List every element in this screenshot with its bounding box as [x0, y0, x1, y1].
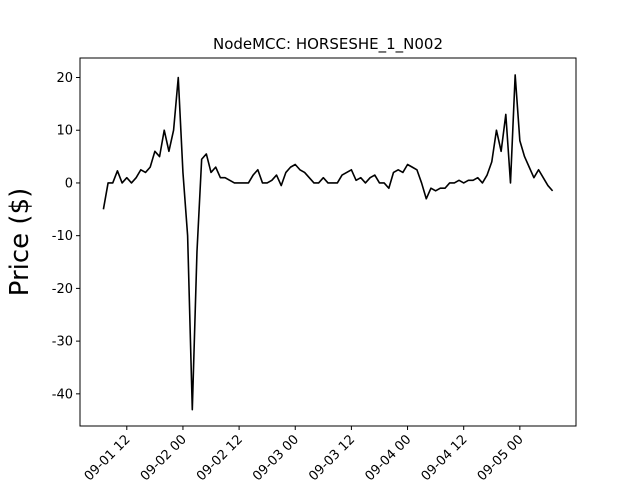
x-tick-label: 09-03 12: [306, 432, 358, 480]
y-tick-label: -30: [52, 335, 73, 350]
x-tick-label: 09-03 00: [250, 432, 302, 480]
y-tick-label: -40: [52, 387, 73, 402]
x-tick-label: 09-05 00: [475, 432, 527, 480]
y-axis-label: Price ($): [5, 188, 35, 297]
price-line: [102, 74, 554, 411]
x-tick-label: 09-02 12: [194, 432, 246, 480]
y-tick-label: -10: [52, 229, 73, 244]
y-tick-label: -20: [52, 282, 73, 297]
y-tick-label: 20: [56, 71, 73, 86]
y-tick-label: 0: [65, 176, 73, 191]
x-tick-label: 09-01 12: [82, 432, 134, 480]
plot-frame: [79, 57, 577, 427]
chart-title: NodeMCC: HORSESHE_1_N002: [213, 35, 443, 54]
x-tick-label: 09-04 00: [362, 432, 414, 480]
x-tick-label: 09-02 00: [138, 432, 190, 480]
y-tick-label: 10: [56, 124, 73, 139]
x-tick-label: 09-04 12: [419, 432, 471, 480]
